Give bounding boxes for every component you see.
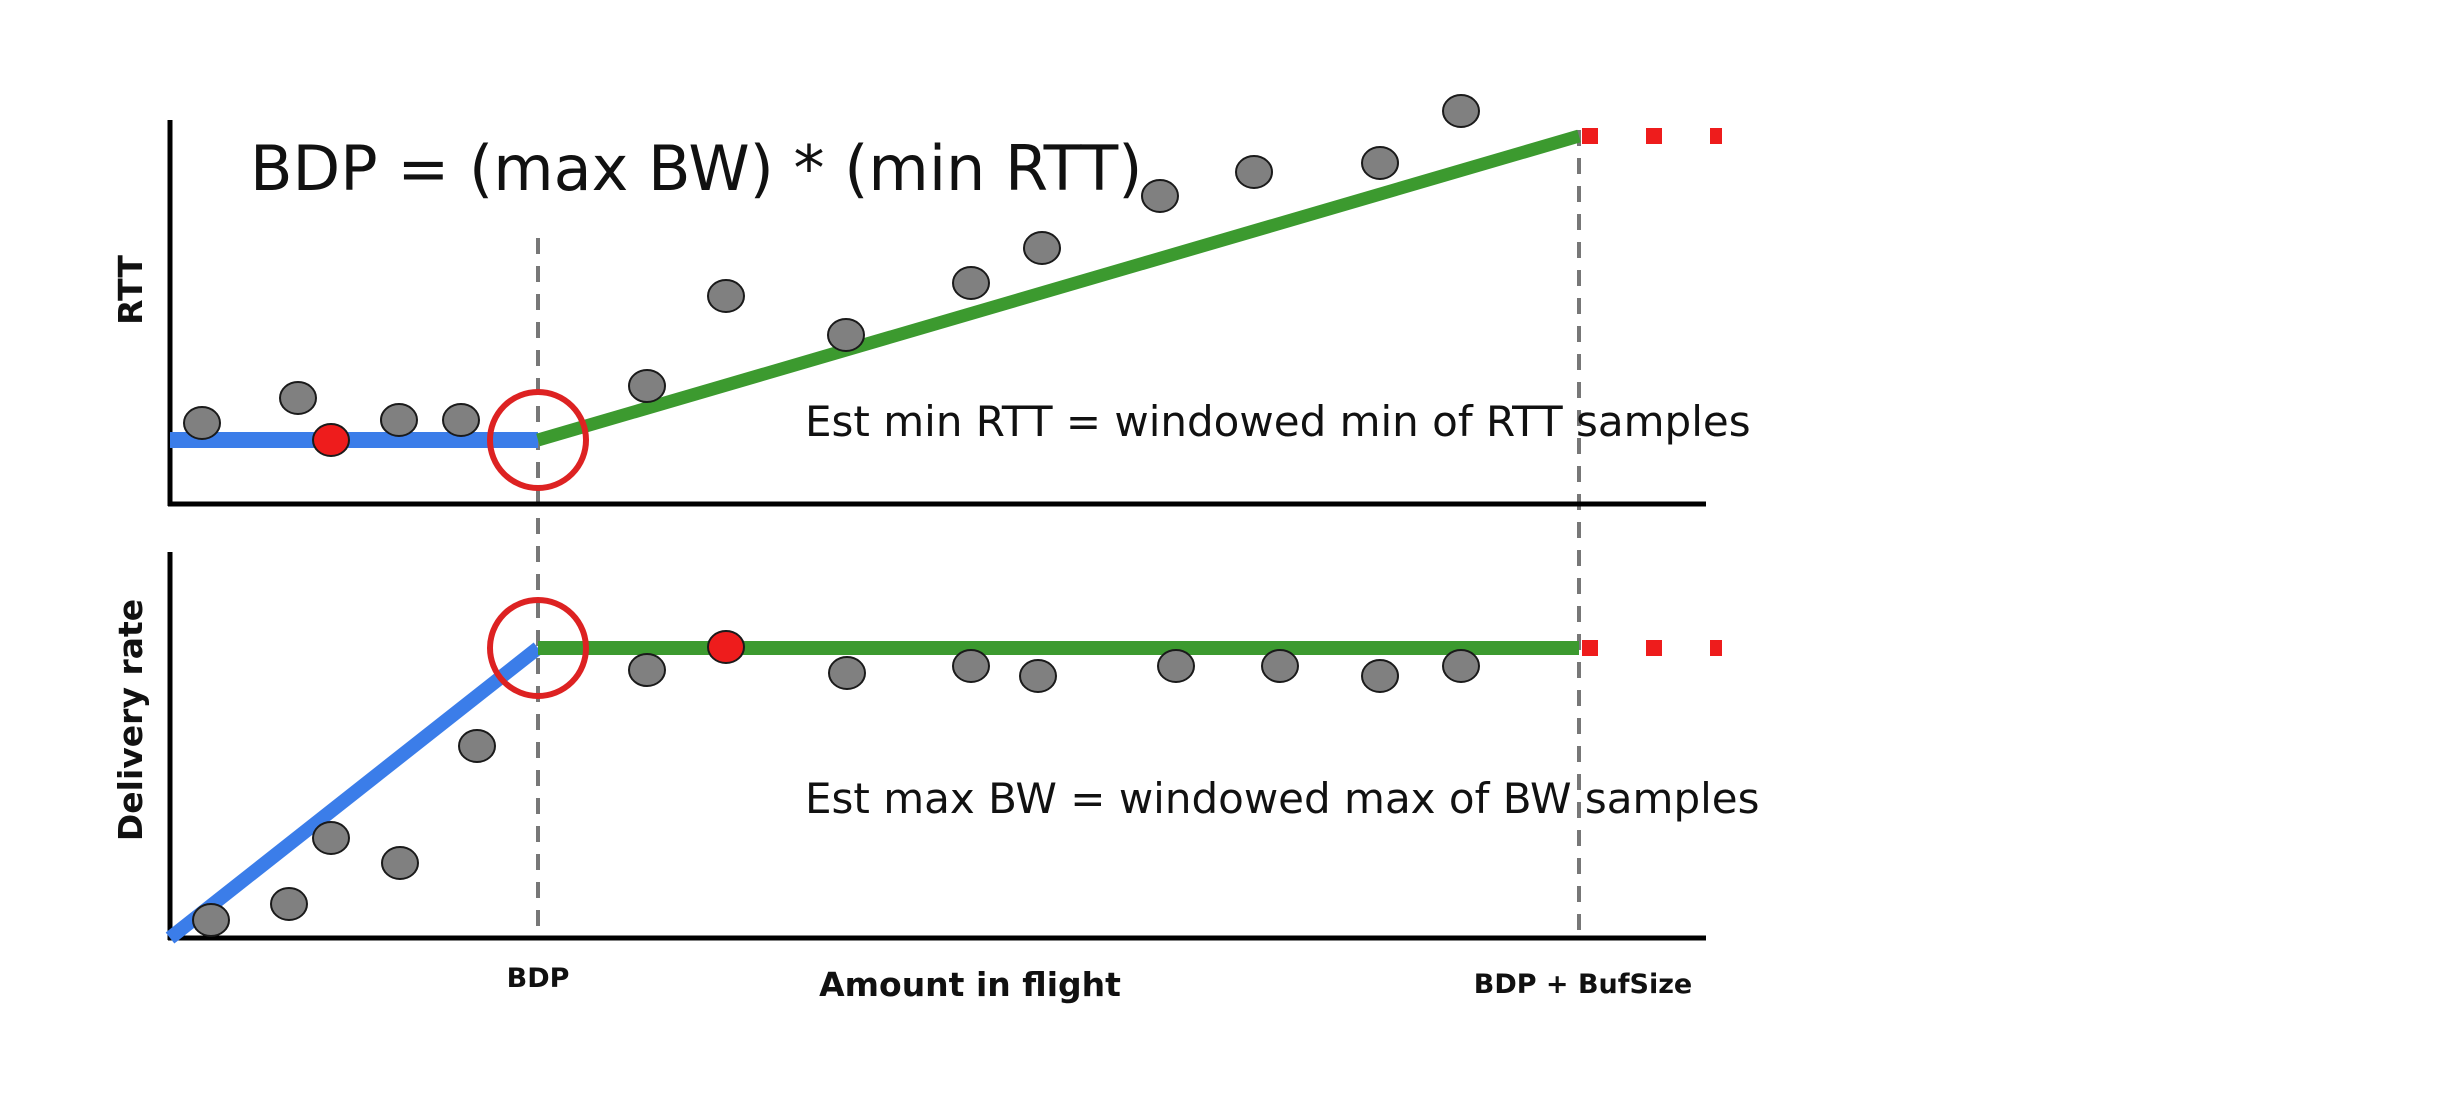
delivery-max-sample: [707, 630, 745, 664]
delivery-sample: [828, 656, 866, 690]
delivery-y-axis-label: Delivery rate: [111, 599, 150, 841]
rtt-sample: [952, 266, 990, 300]
rtt-sample: [1141, 179, 1179, 213]
rtt-operating-point-circle: [487, 389, 589, 491]
delivery-operating-point-circle: [487, 597, 589, 699]
formula-text: BDP = (max BW) * (min RTT): [250, 132, 1142, 205]
rtt-annotation: Est min RTT = windowed min of RTT sample…: [805, 397, 1751, 446]
x-axis-label: Amount in flight: [819, 965, 1121, 1004]
delivery-sample: [1442, 649, 1480, 683]
delivery-sample: [628, 653, 666, 687]
rtt-sample: [1442, 94, 1480, 128]
rtt-sample: [183, 406, 221, 440]
rtt-sample: [827, 318, 865, 352]
delivery-sample: [1019, 659, 1057, 693]
delivery-rate-panel: Est max BW = windowed max of BW samples …: [111, 552, 1760, 944]
bdp-bufsize-marker-label: BDP + BufSize: [1474, 969, 1692, 1000]
bdp-marker-label: BDP: [507, 963, 570, 994]
rtt-sample: [628, 369, 666, 403]
delivery-sample: [192, 903, 230, 937]
rtt-sample: [1361, 146, 1399, 180]
rtt-panel: BDP = (max BW) * (min RTT) Est min RTT =…: [111, 94, 1751, 507]
delivery-sample: [458, 729, 496, 763]
rtt-sample: [1235, 155, 1273, 189]
delivery-sample: [952, 649, 990, 683]
rtt-y-axis-label: RTT: [111, 255, 150, 325]
delivery-sample: [270, 887, 308, 921]
rtt-sample: [1023, 231, 1061, 265]
delivery-sample: [1157, 649, 1195, 683]
delivery-sample: [312, 821, 350, 855]
delivery-annotation: Est max BW = windowed max of BW samples: [805, 774, 1760, 823]
delivery-sample: [1261, 649, 1299, 683]
delivery-sample: [1361, 659, 1399, 693]
rtt-bandwidth-limited-line: [536, 129, 1581, 447]
rtt-sample: [279, 381, 317, 415]
delivery-sample: [381, 846, 419, 880]
rtt-sample: [707, 279, 745, 313]
delivery-app-limited-line: [165, 642, 543, 944]
rtt-sample: [380, 403, 418, 437]
rtt-sample: [442, 403, 480, 437]
rtt-min-sample: [312, 423, 350, 457]
